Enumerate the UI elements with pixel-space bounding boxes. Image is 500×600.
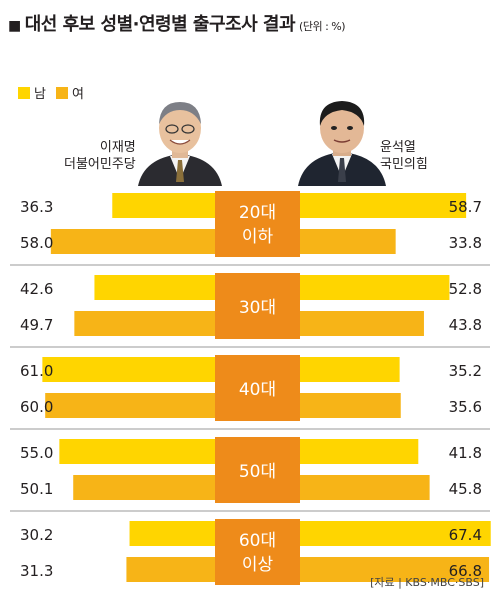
bar-lee-male [59,439,215,464]
legend-label-male: 남 [34,87,46,102]
bar-yoon-male [300,275,450,300]
value-label-lee-female: 31.3 [20,562,53,580]
legend-swatch-female [55,86,68,99]
value-label-yoon-male: 58.7 [449,198,482,216]
category-box [215,355,300,421]
candidate-label-lee: 이재명 더불어민주당 [64,139,136,173]
value-label-yoon-male: 67.4 [449,526,482,544]
bar-lee-male [129,521,215,546]
candidate-name-lee: 이재명 [99,140,136,155]
bar-lee-male [94,275,215,300]
chart-title: ■ 대선 후보 성별·연령별 출구조사 결과 (단위 : %) [8,10,346,36]
value-label-lee-female: 49.7 [20,316,53,334]
value-label-lee-male: 55.0 [20,444,53,462]
bar-yoon-female [300,475,430,500]
bar-lee-female [73,475,215,500]
category-box [215,437,300,503]
value-label-yoon-male: 52.8 [449,280,482,298]
category-box [215,191,300,257]
source-note: [자료 | KBS·MBC·SBS] [370,576,484,589]
value-label-yoon-female: 66.8 [449,562,482,580]
bar-yoon-female [300,557,490,582]
value-label-lee-male: 42.6 [20,280,53,298]
bar-yoon-male [300,521,491,546]
value-label-yoon-female: 33.8 [449,234,482,252]
value-label-yoon-male: 35.2 [449,362,482,380]
candidate-party-lee: 더불어민주당 [64,157,136,172]
bar-yoon-female [300,311,424,336]
candidate-photo-lee [138,102,222,186]
bar-yoon-female [300,393,401,418]
value-label-lee-female: 50.1 [20,480,53,498]
value-label-lee-male: 36.3 [20,198,53,216]
value-label-yoon-female: 35.6 [449,398,482,416]
bar-lee-female [50,229,215,254]
category-label: 50대 [239,462,276,482]
category-label: 60대 [239,531,276,551]
bar-lee-female [74,311,215,336]
legend-swatch-male [18,86,30,99]
title-text: 대선 후보 성별·연령별 출구조사 결과 [24,14,296,35]
value-label-yoon-male: 41.8 [449,444,482,462]
category-label: 40대 [239,380,276,400]
candidate-label-yoon: 윤석열 국민의힘 [380,139,428,173]
value-label-yoon-female: 45.8 [449,480,482,498]
category-label: 이상 [242,555,274,575]
candidate-party-yoon: 국민의힘 [380,157,428,172]
bar-yoon-male [300,193,467,218]
bar-yoon-female [300,229,396,254]
legend-item-female: 여 [55,83,84,102]
unit-label: (단위 : %) [299,20,346,33]
value-label-lee-female: 58.0 [20,234,53,252]
bar-lee-female [45,393,216,418]
title-marker: ■ [8,18,21,34]
candidate-name-yoon: 윤석열 [380,140,416,155]
bar-lee-female [126,557,215,582]
bar-lee-male [112,193,215,218]
bar-yoon-male [300,357,400,382]
category-box [215,273,300,339]
value-label-lee-male: 30.2 [20,526,53,544]
bar-lee-male [42,357,216,382]
category-box [215,519,300,585]
value-label-lee-female: 60.0 [20,398,53,416]
category-label: 이하 [242,227,274,247]
legend: 남 여 [18,83,84,102]
candidate-photo-yoon [298,101,386,186]
bar-yoon-male [300,439,419,464]
legend-item-male: 남 [18,83,46,102]
value-label-yoon-female: 43.8 [449,316,482,334]
category-label: 20대 [239,203,276,223]
value-label-lee-male: 61.0 [20,362,53,380]
legend-label-female: 여 [71,87,84,102]
category-label: 30대 [239,298,276,318]
